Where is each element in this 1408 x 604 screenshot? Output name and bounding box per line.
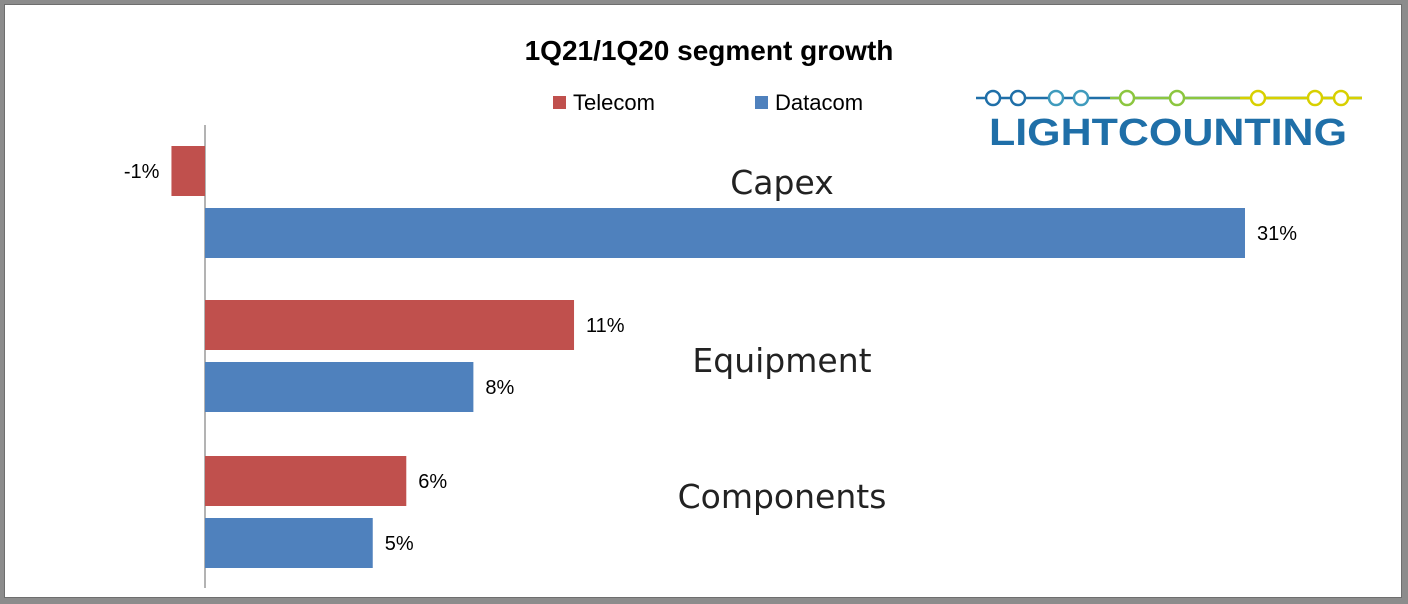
data-label-telecom-equipment: 11% — [586, 315, 625, 337]
legend: Telecom Datacom — [553, 90, 863, 115]
data-label-datacom-capex: 31% — [1257, 223, 1297, 245]
legend-swatch-datacom — [755, 96, 768, 109]
lightcounting-logo: LIGHTCOUNTING — [976, 89, 1362, 154]
logo-text: LIGHTCOUNTING — [989, 112, 1347, 154]
data-label-datacom-equipment: 8% — [485, 377, 514, 399]
bars: -1% 31% 11% 8% 6% 5% — [124, 146, 1297, 568]
category-label-equipment: Equipment — [692, 341, 871, 380]
legend-label-datacom: Datacom — [775, 90, 863, 115]
bar-telecom-equipment — [205, 300, 575, 350]
data-label-telecom-capex: -1% — [124, 161, 160, 183]
category-label-components: Components — [678, 477, 887, 516]
bar-telecom-components — [205, 456, 407, 506]
category-labels: Capex Equipment Components — [678, 163, 887, 516]
data-label-telecom-components: 6% — [418, 471, 447, 493]
bar-datacom-components — [205, 518, 373, 568]
category-label-capex: Capex — [730, 163, 833, 202]
data-label-datacom-components: 5% — [385, 533, 414, 555]
chart-title: 1Q21/1Q20 segment growth — [525, 35, 894, 66]
legend-swatch-telecom — [553, 96, 566, 109]
bar-telecom-capex — [171, 146, 205, 196]
bar-datacom-equipment — [205, 362, 474, 412]
bar-datacom-capex — [205, 208, 1245, 258]
legend-label-telecom: Telecom — [573, 90, 655, 115]
